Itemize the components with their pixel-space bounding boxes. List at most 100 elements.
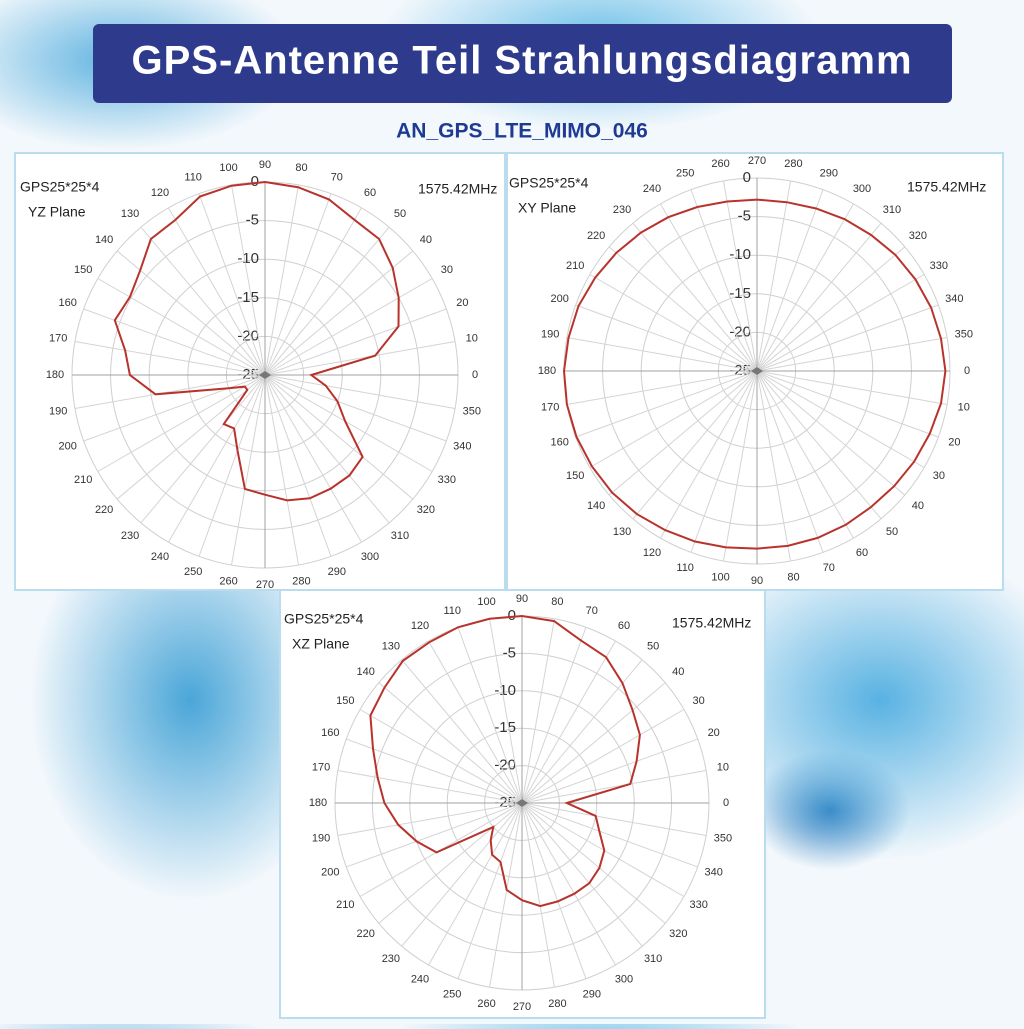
angle-tick-label: 150	[336, 695, 354, 707]
angle-tick-label: 220	[95, 504, 113, 516]
spoke	[521, 770, 707, 804]
spoke	[198, 374, 266, 557]
angle-tick-label: 250	[443, 989, 461, 1001]
r-tick-label: -15	[729, 285, 751, 302]
angle-tick-label: 190	[541, 328, 559, 340]
r-tick-label: -5	[246, 212, 259, 229]
angle-tick-label: 290	[328, 566, 346, 578]
angle-tick-label: 260	[477, 998, 495, 1010]
spoke	[359, 709, 523, 804]
angle-tick-label: 40	[912, 500, 924, 512]
spoke	[521, 802, 555, 988]
angle-tick-label: 0	[723, 797, 729, 809]
spoke	[722, 370, 758, 562]
angle-tick-label: 180	[46, 369, 64, 381]
spoke	[756, 370, 882, 520]
spoke	[457, 802, 523, 979]
angle-tick-label: 130	[121, 208, 139, 220]
angle-tick-label: 60	[364, 187, 376, 199]
angle-tick-label: 210	[336, 899, 354, 911]
angle-tick-label: 150	[566, 470, 584, 482]
angle-tick-label: 80	[295, 162, 307, 174]
r-tick-label: 0	[743, 169, 751, 186]
spoke	[264, 184, 300, 376]
spoke	[722, 180, 758, 372]
r-tick-label: -20	[494, 757, 516, 774]
angle-tick-label: 30	[933, 470, 945, 482]
angle-tick-label: 280	[548, 998, 566, 1010]
spoke	[401, 802, 523, 947]
spoke	[566, 370, 758, 406]
angle-tick-label: 170	[312, 761, 330, 773]
angle-tick-label: 320	[417, 504, 435, 516]
angle-tick-label: 290	[820, 168, 838, 180]
angle-tick-label: 170	[541, 401, 559, 413]
angle-tick-label: 10	[717, 761, 729, 773]
spoke	[521, 640, 616, 804]
angle-tick-label: 260	[219, 576, 237, 588]
r-tick-label: -10	[237, 250, 259, 267]
angle-tick-label: 140	[587, 500, 605, 512]
spoke	[264, 374, 456, 410]
angle-tick-label: 270	[256, 579, 274, 591]
angle-tick-label: 280	[292, 576, 310, 588]
angle-tick-label: 230	[382, 953, 400, 965]
spoke	[690, 370, 758, 553]
plane-label: XY Plane	[518, 200, 576, 216]
angle-tick-label: 120	[411, 620, 429, 632]
angle-tick-label: 100	[711, 572, 729, 584]
angle-tick-label: 240	[411, 974, 429, 986]
spoke	[521, 682, 666, 804]
spoke	[489, 802, 523, 988]
spoke	[378, 802, 523, 924]
spoke	[428, 802, 523, 966]
spoke	[264, 374, 332, 557]
angle-tick-label: 200	[58, 441, 76, 453]
r-tick-label: -15	[494, 719, 516, 736]
angle-tick-label: 270	[513, 1001, 531, 1013]
r-tick-label: -10	[729, 246, 751, 263]
spoke	[756, 370, 792, 562]
angle-tick-label: 160	[321, 727, 339, 739]
spoke	[264, 374, 433, 472]
spoke	[756, 203, 854, 372]
spoke	[264, 374, 447, 442]
spoke	[428, 640, 523, 804]
spoke	[589, 274, 758, 372]
spoke	[264, 374, 414, 500]
angle-tick-label: 340	[945, 293, 963, 305]
angle-tick-label: 300	[615, 974, 633, 986]
spoke	[264, 308, 447, 376]
spoke	[337, 802, 523, 836]
spoke	[756, 370, 854, 539]
r-tick-label: 0	[508, 607, 516, 624]
angle-tick-label: 0	[964, 365, 970, 377]
angle-tick-label: 240	[643, 183, 661, 195]
frequency-label: 1575.42MHz	[672, 615, 751, 631]
spoke	[97, 374, 266, 472]
spoke	[521, 802, 707, 836]
angle-tick-label: 170	[49, 332, 67, 344]
frequency-label: 1575.42MHz	[907, 179, 986, 195]
angle-tick-label: 230	[121, 530, 139, 542]
angle-tick-label: 100	[219, 162, 237, 174]
subtitle: AN_GPS_LTE_MIMO_046	[396, 120, 648, 143]
spoke	[140, 226, 266, 376]
chart-panel	[14, 152, 506, 591]
angle-tick-label: 110	[443, 605, 461, 617]
angle-tick-label: 200	[550, 293, 568, 305]
angle-tick-label: 120	[643, 547, 661, 559]
spoke	[264, 374, 362, 543]
center-marker	[259, 371, 271, 379]
angle-tick-label: 70	[586, 605, 598, 617]
spoke	[168, 374, 266, 543]
r-tick-label: -15	[237, 289, 259, 306]
spoke	[521, 802, 616, 966]
spoke	[264, 374, 390, 524]
angle-tick-label: 80	[551, 596, 563, 608]
angle-tick-label: 100	[477, 596, 495, 608]
angle-tick-label: 250	[184, 566, 202, 578]
angle-tick-label: 80	[787, 572, 799, 584]
